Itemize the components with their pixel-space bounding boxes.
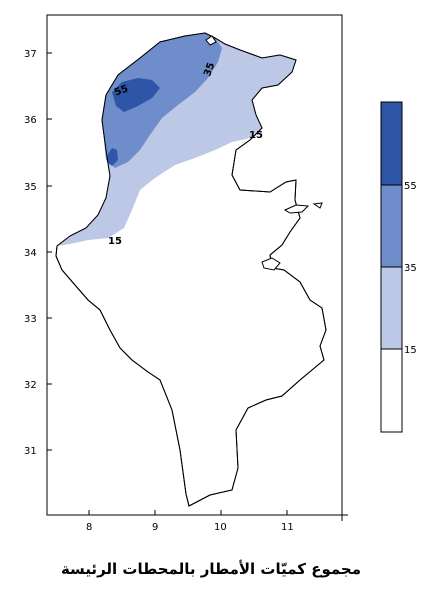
country-border [55,32,327,507]
x-tick-label: 10 [214,522,227,533]
legend-break-label: 55 [404,181,417,192]
zone-gt55-north [112,78,160,112]
legend: 55 35 15 [380,101,417,433]
island-kerkennah [283,204,310,214]
x-tick-label: 11 [281,522,294,533]
y-tick-label: 33 [24,314,37,325]
island-djerba [261,257,281,271]
map-caption: مجموع كميّات الأمطار بالمحطات الرئيسة [60,560,362,578]
legend-swatch-35-55 [381,185,402,267]
y-axis: 37 36 35 34 33 32 31 [24,49,52,457]
legend-swatch-lt15 [381,349,402,432]
x-tick-label: 8 [86,522,92,533]
legend-swatch-gt55 [381,102,402,185]
legend-break-label: 15 [404,345,417,356]
legend-swatch-15-35 [381,267,402,349]
island-north [205,35,217,46]
contour-label-55: 55 [113,84,130,99]
contour-label-15-west: 15 [108,236,122,247]
y-tick-label: 31 [24,446,37,457]
legend-break-label: 35 [404,263,417,274]
zone-35-55 [102,33,222,168]
x-tick-label: 9 [152,522,158,533]
zone-gt55-west [107,148,118,166]
y-tick-label: 36 [24,115,37,126]
x-axis: 8 9 10 11 [86,510,294,533]
contour-label-35: 35 [202,61,217,78]
contour-label-15-east: 15 [249,130,263,141]
y-tick-label: 32 [24,380,37,391]
y-tick-label: 34 [24,248,37,259]
island-kerkennah-small [312,202,323,209]
y-tick-label: 35 [24,182,37,193]
y-tick-label: 37 [24,49,37,60]
